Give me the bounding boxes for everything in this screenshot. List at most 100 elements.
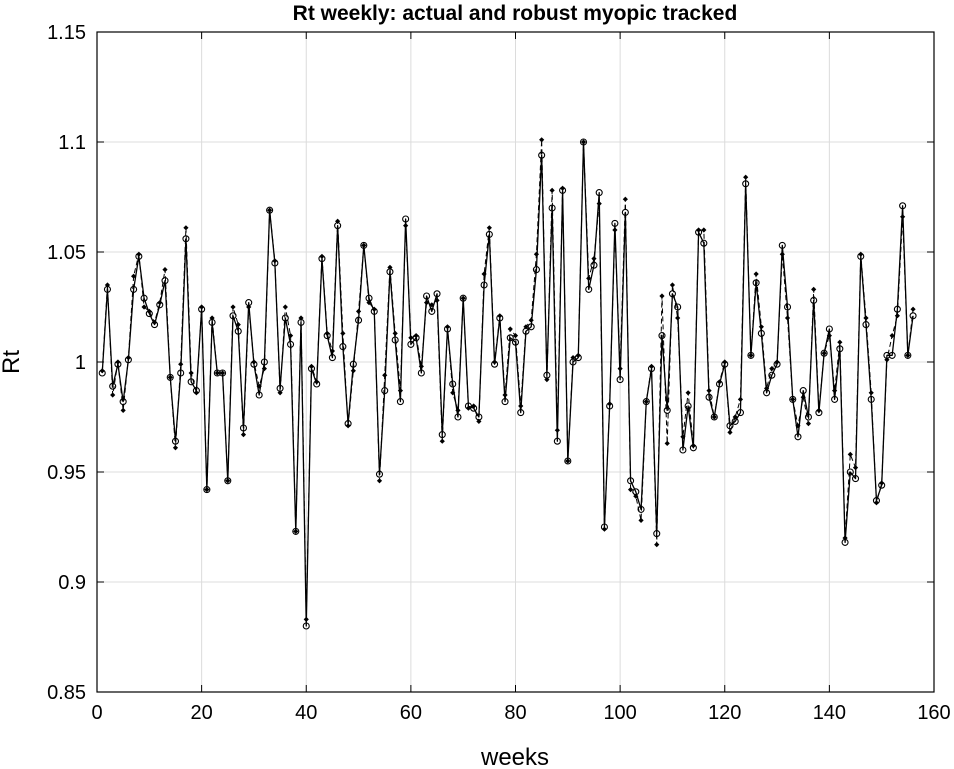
data-point-diamond (863, 315, 869, 321)
data-point-circle (679, 446, 687, 454)
data-point-circle (794, 433, 802, 441)
data-point-diamond (795, 423, 801, 429)
x-axis-label: weeks (480, 744, 549, 769)
data-point-diamond (518, 403, 524, 409)
data-point-circle (862, 321, 870, 329)
data-point-diamond (743, 174, 749, 180)
data-point-diamond (575, 352, 581, 358)
data-point-circle (302, 622, 310, 630)
data-point-diamond (125, 355, 131, 361)
y-tick-label: 0.95 (47, 462, 86, 484)
data-point-diamond (261, 366, 267, 372)
data-point-diamond (559, 185, 566, 191)
data-point-circle (611, 219, 619, 227)
data-point-diamond (737, 396, 744, 402)
x-tick-label: 40 (295, 702, 317, 724)
data-point-diamond (329, 348, 336, 354)
data-point-circle (736, 409, 744, 417)
x-tick-label: 20 (191, 702, 213, 724)
data-point-diamond (340, 330, 346, 336)
data-point-diamond (287, 333, 294, 339)
data-point-diamond (837, 339, 843, 345)
data-point-circle (595, 189, 603, 197)
data-point-diamond (486, 225, 492, 231)
data-point-diamond (884, 357, 890, 363)
data-point-diamond (722, 359, 728, 365)
data-point-circle (585, 285, 593, 293)
data-point-diamond (99, 368, 105, 374)
data-point-diamond (408, 335, 414, 341)
data-point-diamond (199, 304, 205, 310)
data-point-circle (705, 393, 713, 401)
data-point-circle (789, 395, 797, 403)
data-point-circle (783, 303, 792, 311)
data-point-circle (674, 303, 682, 311)
data-point-diamond (669, 282, 676, 288)
data-point-circle (454, 413, 462, 421)
data-point-circle (846, 468, 854, 476)
data-point-circle (449, 380, 457, 388)
data-point-diamond (120, 407, 126, 413)
data-point-diamond (491, 359, 498, 365)
y-tick-label: 0.9 (58, 572, 86, 594)
data-point-diamond (643, 399, 649, 405)
data-point-diamond (314, 379, 320, 385)
data-point-diamond (753, 271, 759, 277)
data-point-diamond (512, 333, 519, 339)
data-point-diamond (335, 218, 341, 224)
data-point-circle (119, 398, 127, 406)
data-point-diamond (664, 440, 670, 446)
data-point-circle (511, 338, 520, 346)
data-point-diamond (858, 251, 864, 257)
data-point-diamond (533, 251, 540, 257)
data-point-diamond (204, 487, 210, 493)
data-point-diamond (193, 390, 199, 396)
data-point-diamond (727, 429, 733, 435)
data-point-diamond (779, 251, 785, 257)
data-point-diamond (157, 300, 163, 306)
data-point-diamond (832, 388, 838, 394)
data-point-diamond (434, 297, 440, 303)
data-point-diamond (701, 227, 707, 233)
y-tick-label: 0.85 (47, 682, 86, 704)
data-point-diamond (805, 421, 812, 427)
data-point-diamond (460, 295, 466, 301)
data-point-diamond (115, 359, 121, 365)
data-point-diamond (800, 394, 806, 400)
data-point-diamond (267, 207, 273, 213)
data-point-diamond (774, 359, 780, 365)
data-point-diamond (507, 326, 513, 332)
data-point-diamond (178, 361, 184, 367)
data-point-diamond (277, 390, 283, 396)
data-point-diamond (523, 324, 529, 330)
data-point-diamond (622, 196, 628, 202)
data-point-diamond (654, 542, 660, 548)
data-point-diamond (565, 458, 571, 464)
x-tick-label: 60 (400, 702, 422, 724)
data-point-circle (506, 334, 514, 342)
data-point-diamond (711, 414, 717, 420)
data-point-circle (517, 409, 525, 417)
data-point-diamond (790, 396, 796, 402)
data-point-diamond (910, 306, 916, 312)
data-point-diamond (350, 368, 356, 374)
data-point-diamond (131, 273, 137, 279)
data-point-diamond (586, 275, 592, 281)
data-point-diamond (852, 465, 859, 471)
data-point-circle (637, 505, 645, 513)
data-point-circle (255, 391, 263, 399)
data-point-diamond (690, 443, 696, 449)
data-point-diamond (481, 271, 487, 277)
series-layer (98, 137, 917, 630)
data-point-diamond (251, 359, 257, 365)
data-point-circle (417, 369, 425, 377)
data-point-diamond (397, 388, 404, 394)
data-point-diamond (554, 427, 560, 433)
data-point-circle (778, 241, 786, 249)
data-point-circle (700, 239, 708, 247)
data-point-diamond (873, 500, 880, 506)
data-point-circle (825, 325, 833, 333)
data-point-diamond (695, 227, 702, 233)
data-point-diamond (444, 324, 451, 330)
